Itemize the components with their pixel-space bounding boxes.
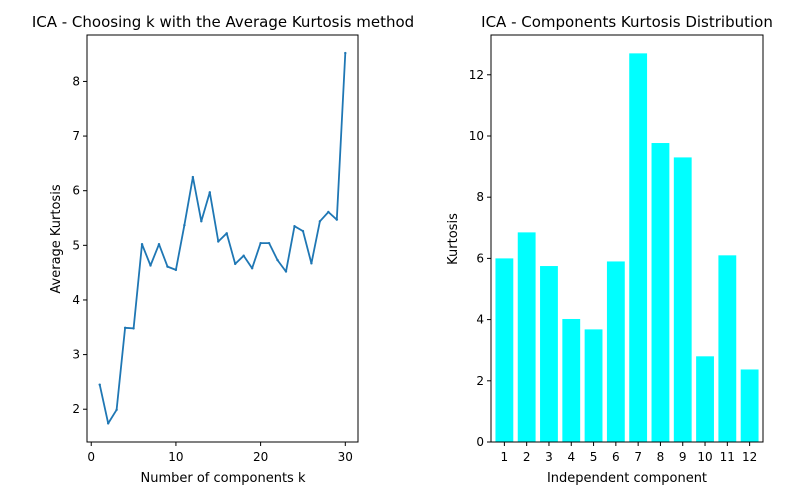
chart1-xtick-label: 20 <box>253 450 268 464</box>
chart2-bar <box>718 255 737 442</box>
chart1-data-point <box>123 326 127 330</box>
chart1-data-point <box>327 210 330 214</box>
chart2-bar <box>673 157 692 443</box>
chart2-xtick-label: 1 <box>501 450 509 464</box>
chart1-xtick-label: 30 <box>338 450 353 464</box>
chart2-axes-frame <box>490 34 764 443</box>
chart2-ytick-label: 6 <box>476 251 484 265</box>
chart1-ytick-label: 3 <box>72 348 80 362</box>
chart1-data-point <box>157 243 161 246</box>
chart2-bar <box>606 261 625 442</box>
chart1-data-point <box>276 258 279 262</box>
chart1-data-point <box>208 191 211 194</box>
chart2-ytick-label: 0 <box>476 435 484 449</box>
chart1-title: ICA - Choosing k with the Average Kurtos… <box>32 13 414 31</box>
chart1-data-point <box>217 240 220 243</box>
chart2-xtick-label: 9 <box>679 450 687 464</box>
chart2-xtick-label: 5 <box>590 450 598 464</box>
chart2-xtick-label: 10 <box>697 450 712 464</box>
chart1-data-point <box>234 262 237 266</box>
chart2-bar <box>540 266 558 442</box>
chart1-data-point <box>132 327 135 330</box>
chart1-data-point <box>200 220 203 223</box>
chart1-data-point <box>191 175 195 179</box>
chart2-title: ICA - Components Kurtosis Distribution <box>481 13 773 31</box>
chart1-xlabel: Number of components k <box>141 471 306 486</box>
chart2-bar <box>495 258 514 442</box>
chart2-ylabel: Kurtosis <box>446 213 461 265</box>
chart2-bar <box>562 318 581 442</box>
chart1-data-point <box>301 229 305 233</box>
chart2-bar <box>584 329 603 442</box>
chart2-bar <box>651 143 670 442</box>
kurtosis-bar-chart: ICA - Components Kurtosis Distribution I… <box>446 13 773 486</box>
chart1-ytick-label: 6 <box>72 184 80 198</box>
chart2-bar <box>517 232 536 442</box>
chart2-ytick-label: 8 <box>476 190 484 204</box>
chart2-bar <box>629 53 648 442</box>
chart2-xtick-label: 7 <box>634 450 642 464</box>
chart1-ytick-label: 4 <box>72 293 80 307</box>
chart2-xlabel: Independent component <box>547 471 707 486</box>
chart2-ytick-label: 4 <box>476 313 484 327</box>
chart1-data-point <box>293 225 296 228</box>
chart1-xtick-label: 0 <box>87 450 95 464</box>
chart1-data-point <box>174 268 178 272</box>
chart1-data-point <box>106 422 110 425</box>
chart2-xtick-label: 6 <box>612 450 620 464</box>
chart2-xtick-label: 3 <box>545 450 553 464</box>
chart2-ytick-label: 12 <box>469 68 484 82</box>
chart1-data-point <box>250 267 254 270</box>
chart2-xtick-label: 11 <box>720 450 735 464</box>
chart1-data-point <box>149 264 152 267</box>
chart1-ytick-label: 8 <box>72 74 80 88</box>
chart1-data-point <box>115 408 118 411</box>
chart1-data-point <box>242 254 245 257</box>
chart2-ytick-label: 2 <box>476 374 484 388</box>
chart2-xtick-label: 4 <box>567 450 575 464</box>
chart1-ytick-label: 2 <box>72 402 80 416</box>
chart1-ytick-label: 7 <box>72 129 80 143</box>
chart1-data-point <box>318 220 322 223</box>
chart2-bar <box>740 369 759 442</box>
chart2-xtick-label: 8 <box>657 450 665 464</box>
chart1-data-point <box>284 270 288 273</box>
chart1-xtick-label: 10 <box>168 450 183 464</box>
chart1-data-point <box>98 383 101 386</box>
chart1-ylabel: Average Kurtosis <box>49 184 64 293</box>
chart1-data-point <box>183 223 186 227</box>
chart1-data-point <box>335 218 339 221</box>
chart1-data-point <box>344 51 347 55</box>
chart1-axes-frame <box>86 34 359 443</box>
chart1-data-point <box>259 241 262 245</box>
chart1-data-point <box>267 241 271 245</box>
chart1-series-line <box>98 52 347 425</box>
chart1-data-point <box>225 232 228 235</box>
chart1-data-point <box>140 243 144 246</box>
chart2-xtick-label: 12 <box>742 450 757 464</box>
chart2-ytick-label: 10 <box>469 129 484 143</box>
chart1-data-point <box>310 262 313 265</box>
chart2-bar <box>696 356 714 442</box>
chart1-data-point <box>166 265 169 268</box>
chart1-ytick-label: 5 <box>72 238 80 252</box>
chart2-xtick-label: 2 <box>523 450 531 464</box>
kurtosis-line-chart: ICA - Choosing k with the Average Kurtos… <box>32 13 414 486</box>
